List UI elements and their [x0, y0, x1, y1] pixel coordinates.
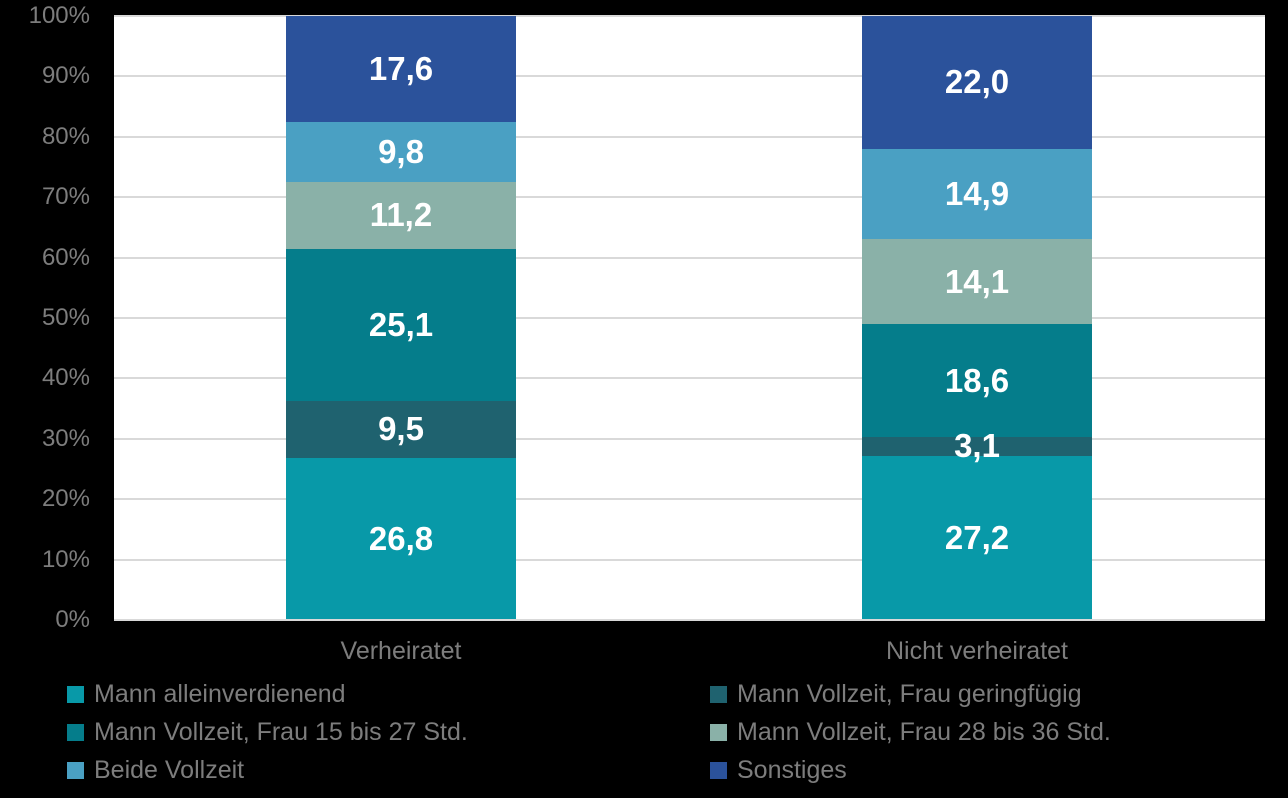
- segment-value-label: 3,1: [954, 427, 1000, 465]
- bar-segment-sonstiges: 22,0: [862, 15, 1092, 149]
- segment-value-label: 14,9: [944, 175, 1010, 213]
- legend-item-mann-vollzeit-frau-geringfügig: Mann Vollzeit, Frau geringfügig: [710, 681, 1267, 707]
- segment-value-label: 25,1: [368, 305, 434, 343]
- legend-swatch-icon: [67, 761, 84, 779]
- segment-value-label: 9,8: [378, 132, 424, 170]
- x-axis-category-label-verheiratet: Verheiratet: [340, 637, 462, 665]
- y-axis-tick-label: 30%: [41, 424, 90, 452]
- segment-value-label: 22,0: [944, 63, 1010, 101]
- y-axis-tick-label: 70%: [41, 183, 90, 211]
- segment-value-label: 14,1: [944, 262, 1010, 300]
- bar-segment-mann-vollzeit-frau-geringfügig: 3,1: [862, 429, 1092, 463]
- gridline-60pct: [114, 256, 1265, 259]
- legend-label: Mann Vollzeit, Frau 15 bis 27 Std.: [94, 718, 468, 746]
- segment-value-label: 17,6: [368, 50, 434, 88]
- gridline-50pct: [114, 317, 1265, 319]
- segment-value-label: 26,8: [368, 520, 434, 558]
- y-axis: 0% 10% 20% 30% 40% 50% 60% 70% 80% 90% 100%: [0, 2, 90, 633]
- bar-segment-mann-vollzeit-frau-geringfügig: 9,5: [286, 400, 516, 459]
- legend-swatch-icon: [710, 685, 727, 703]
- segment-value-label: 9,5: [378, 410, 424, 448]
- gridline-20pct: [114, 498, 1265, 501]
- y-axis-tick-label: 90%: [41, 62, 90, 90]
- bar-segment-beide-vollzeit: 9,8: [286, 122, 516, 182]
- gridline-30pct: [114, 437, 1265, 440]
- bar-segment-mann-vollzeit-frau-28-bis-36-std: 11,2: [286, 181, 516, 250]
- x-axis: Verheiratet Nicht verheiratet: [114, 636, 1265, 668]
- legend-item-beide-vollzeit: Beide Vollzeit: [67, 757, 710, 783]
- gridline-80pct: [114, 135, 1265, 138]
- gridline-90pct: [114, 75, 1265, 78]
- legend-item-sonstiges: Sonstiges: [710, 757, 1267, 783]
- bar-segment-mann-vollzeit-frau-28-bis-36-std: 14,1: [862, 239, 1092, 325]
- gridline-40pct: [114, 377, 1265, 380]
- legend-swatch-icon: [710, 723, 727, 741]
- gridline-0pct: [114, 619, 1265, 621]
- segment-value-label: 11,2: [369, 196, 433, 234]
- y-axis-tick-label: 80%: [41, 122, 90, 150]
- gridline-10pct: [114, 558, 1265, 561]
- x-axis-category-label-nicht-verheiratet: Nicht verheiratet: [885, 637, 1069, 665]
- y-axis-tick-label: 60%: [41, 243, 90, 271]
- y-axis-tick-label: 10%: [41, 545, 90, 573]
- bar-segment-beide-vollzeit: 14,9: [862, 149, 1092, 240]
- y-axis-tick-label: 0%: [55, 606, 90, 633]
- legend-label: Mann Vollzeit, Frau geringfügig: [737, 680, 1082, 708]
- y-axis-tick-label: 20%: [41, 485, 90, 513]
- legend: Mann alleinverdienend Mann Vollzeit, Frau…: [67, 681, 1267, 783]
- segment-value-label: 18,6: [944, 361, 1010, 399]
- legend-item-mann-alleinverdienend: Mann alleinverdienend: [67, 681, 710, 707]
- gridline-100pct: [114, 15, 1265, 17]
- bar-segment-mann-alleinverdienend: 27,2: [862, 455, 1092, 620]
- gridline-70pct: [114, 196, 1265, 199]
- legend-label: Sonstiges: [737, 756, 847, 784]
- bar-verheiratet: 26,8 9,5 25,1 11,2 9,8 17,6: [286, 16, 516, 620]
- legend-label: Mann Vollzeit, Frau 28 bis 36 Std.: [737, 718, 1111, 746]
- legend-item-mann-vollzeit-frau-15-bis-27-std: Mann Vollzeit, Frau 15 bis 27 Std.: [67, 719, 710, 745]
- legend-swatch-icon: [67, 685, 84, 703]
- bar-segment-mann-vollzeit-frau-15-bis-27-std: 18,6: [862, 324, 1092, 437]
- legend-swatch-icon: [67, 723, 84, 741]
- bar-nicht-verheiratet: 27,2 3,1 18,6 14,1 14,9 22,0: [862, 15, 1092, 620]
- y-axis-tick-label: 100%: [28, 2, 90, 29]
- legend-item-mann-vollzeit-frau-28-bis-36-std: Mann Vollzeit, Frau 28 bis 36 Std.: [710, 719, 1267, 745]
- bar-segment-sonstiges: 17,6: [286, 16, 516, 123]
- segment-value-label: 27,2: [944, 518, 1010, 556]
- legend-label: Mann alleinverdienend: [94, 680, 346, 708]
- bar-segment-mann-alleinverdienend: 26,8: [286, 458, 516, 620]
- legend-label: Beide Vollzeit: [94, 756, 245, 784]
- y-axis-tick-label: 50%: [41, 304, 90, 331]
- y-axis-tick-label: 40%: [41, 364, 90, 392]
- bar-segment-mann-vollzeit-frau-15-bis-27-std: 25,1: [286, 249, 516, 401]
- plot-area: 26,8 9,5 25,1 11,2 9,8 17,6 27,2 3,1 18,6 14,1 14,…: [114, 15, 1265, 621]
- legend-swatch-icon: [710, 761, 727, 779]
